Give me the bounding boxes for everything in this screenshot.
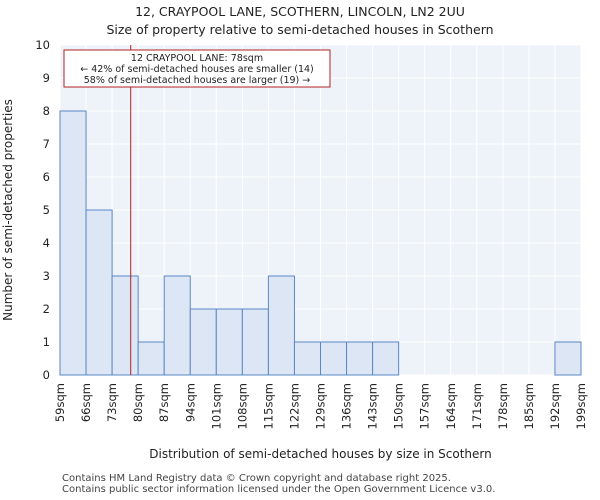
y-tick-label: 0 [43,368,50,382]
bar [85,209,113,376]
x-axis-label: Distribution of semi-detached houses by … [149,447,491,461]
y-tick-label: 5 [43,203,50,217]
y-tick-label: 9 [43,71,50,85]
x-tick-label: 66sqm [79,383,93,422]
bar [293,341,322,376]
footer-licence: Contains public sector information licen… [62,484,496,495]
x-tick-label: 129sqm [314,383,328,429]
y-tick-label: 1 [43,335,50,349]
x-tick-label: 136sqm [340,383,354,429]
x-tick-label: 94sqm [183,383,197,422]
x-axis-ticks: 59sqm 66sqm 73sqm 80sqm 87sqm 94sqm 101sqm 108s… [53,383,588,429]
x-tick-label: 115sqm [261,383,275,429]
x-tick-label: 59sqm [53,383,67,422]
x-tick-label: 101sqm [209,383,223,429]
bar [163,275,191,376]
footer-copyright: Contains HM Land Registry data © Crown c… [62,473,451,484]
annotation-line-3: 58% of semi-detached houses are larger (… [84,75,311,86]
x-tick-label: 185sqm [522,383,536,429]
bar [111,275,139,376]
y-tick-label: 7 [43,137,50,151]
bar [267,275,295,376]
bar [320,341,348,376]
x-tick-label: 80sqm [131,383,145,422]
chart-subtitle: Size of property relative to semi-detach… [106,22,493,37]
y-tick-label: 6 [43,170,50,184]
bar [372,341,400,376]
bar [137,341,165,376]
x-tick-label: 122sqm [287,383,301,429]
x-tick-label: 87sqm [157,383,171,422]
x-tick-label: 164sqm [444,383,458,429]
y-tick-label: 8 [43,104,50,118]
bar [59,110,87,376]
x-tick-label: 192sqm [548,383,562,429]
annotation-box [63,49,331,88]
bar [215,308,243,376]
y-tick-label: 3 [43,269,50,283]
y-axis-ticks: 0 1 2 3 4 5 6 7 8 9 10 [35,38,50,382]
x-tick-label: 157sqm [418,383,432,429]
bar [346,341,374,376]
y-tick-label: 4 [43,236,50,250]
x-tick-label: 199sqm [574,383,588,429]
annotation-line-1: 12 CRAYPOOL LANE: 78sqm [131,53,263,64]
y-tick-label: 10 [35,38,50,52]
x-tick-label: 178sqm [496,383,510,429]
x-tick-label: 143sqm [366,383,380,429]
annotation-line-2: ← 42% of semi-detached houses are smalle… [80,64,314,75]
x-tick-label: 73sqm [105,383,119,422]
bars [59,110,582,376]
x-tick-label: 171sqm [470,383,484,429]
bar [189,308,217,376]
bar [554,341,582,376]
x-tick-label: 150sqm [392,383,406,429]
x-tick-label: 108sqm [235,383,249,429]
bar [241,308,269,376]
y-tick-label: 2 [43,302,50,316]
chart-title: 12, CRAYPOOL LANE, SCOTHERN, LINCOLN, LN… [135,4,465,19]
y-axis-label: Number of semi-detached properties [1,99,15,321]
